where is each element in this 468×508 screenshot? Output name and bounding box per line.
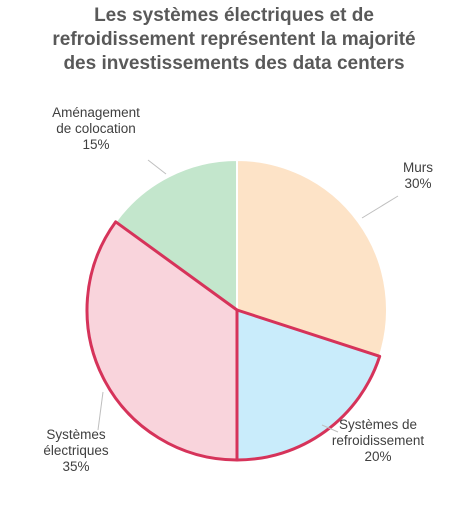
data-label-value: 20% — [364, 449, 391, 464]
data-label: Aménagement de colocation 15% — [52, 105, 140, 152]
leader-line — [97, 391, 104, 431]
data-label-name: de colocation — [56, 121, 136, 136]
data-label-name: Systèmes de — [339, 417, 417, 432]
data-label-name: Murs — [403, 160, 433, 175]
chart-title-line-3: des investissements des data centers — [63, 53, 405, 74]
data-label-name: refroidissement — [332, 433, 425, 448]
chart-title-line-2: refroidissement représentent la majorité — [52, 29, 416, 50]
data-label-name: Systèmes — [46, 427, 106, 442]
data-label-value: 35% — [62, 459, 89, 474]
data-label-value: 15% — [82, 137, 109, 152]
pie-highlight-outlines — [85, 220, 382, 462]
data-label: Murs 30% — [403, 160, 433, 191]
data-label-name: Aménagement — [52, 105, 140, 120]
chart-title-line-1: Les systèmes électriques et de — [94, 5, 374, 26]
pie-labels: Murs 30%Systèmes de refroidissement 20%Syst… — [43, 105, 433, 474]
leader-line — [361, 195, 399, 219]
pie-slice — [114, 159, 238, 311]
pie-slice-highlight — [235, 308, 382, 462]
leader-line — [321, 424, 339, 433]
data-label-value: 30% — [404, 176, 431, 191]
data-label: Systèmes de refroidissement 20% — [332, 417, 425, 464]
chart-title: Les systèmes électriques et de refroidis… — [10, 4, 458, 76]
pie-slice — [236, 159, 388, 358]
leader-line — [147, 159, 167, 175]
data-label: Systèmes électriques 35% — [43, 427, 109, 474]
data-label-name: électriques — [43, 443, 109, 458]
pie-slice-highlight — [85, 220, 239, 462]
